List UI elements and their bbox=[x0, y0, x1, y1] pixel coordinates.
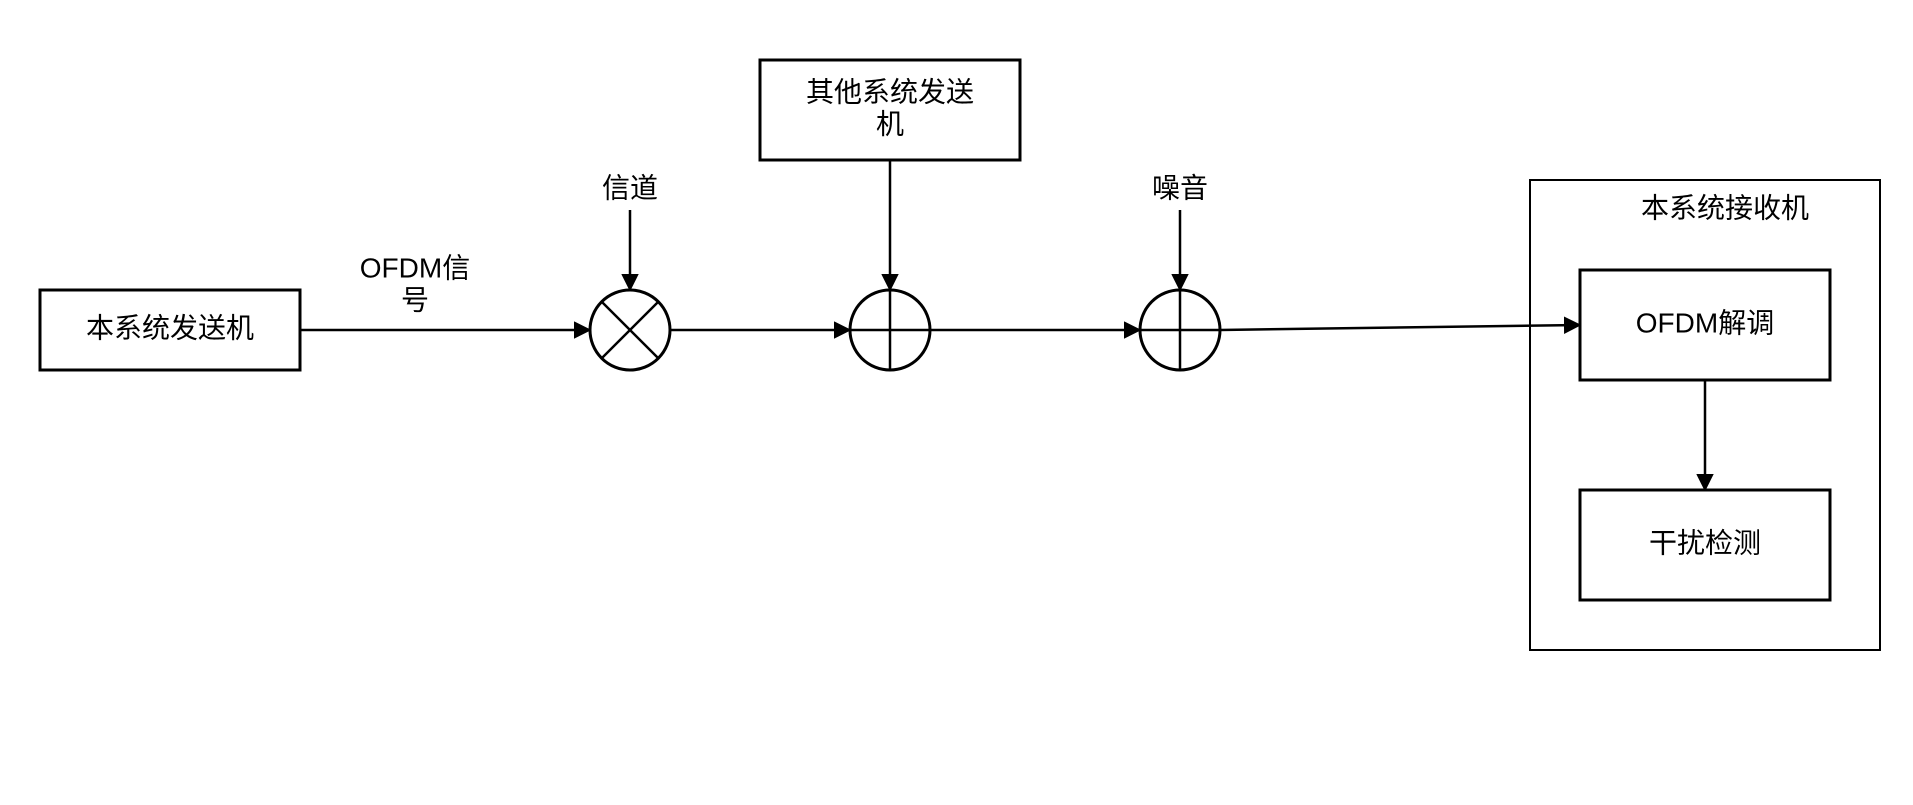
receiver-title: 本系统接收机 bbox=[1641, 192, 1809, 223]
ofdm-demod-box-label: OFDM解调 bbox=[1636, 307, 1774, 338]
interference-detect-box-label: 干扰检测 bbox=[1649, 527, 1761, 558]
channel-label: 信道 bbox=[602, 172, 658, 203]
local-transmitter-box-label: 本系统发送机 bbox=[86, 312, 254, 343]
diagram-canvas: 本系统发送机 其他系统发送机本系统接收机 OFDM解调干扰检测 OFDM信号 信道 噪音 bbox=[0, 0, 1913, 805]
ofdm-signal-label-2: 号 bbox=[401, 284, 429, 315]
other-transmitter-box-label-0: 其他系统发送 bbox=[806, 76, 974, 107]
ofdm-signal-label-1: OFDM信 bbox=[360, 252, 470, 283]
edge-sum2-to-demod bbox=[1220, 325, 1580, 330]
noise-label: 噪音 bbox=[1152, 172, 1208, 203]
other-transmitter-box-label-1: 机 bbox=[876, 108, 904, 139]
